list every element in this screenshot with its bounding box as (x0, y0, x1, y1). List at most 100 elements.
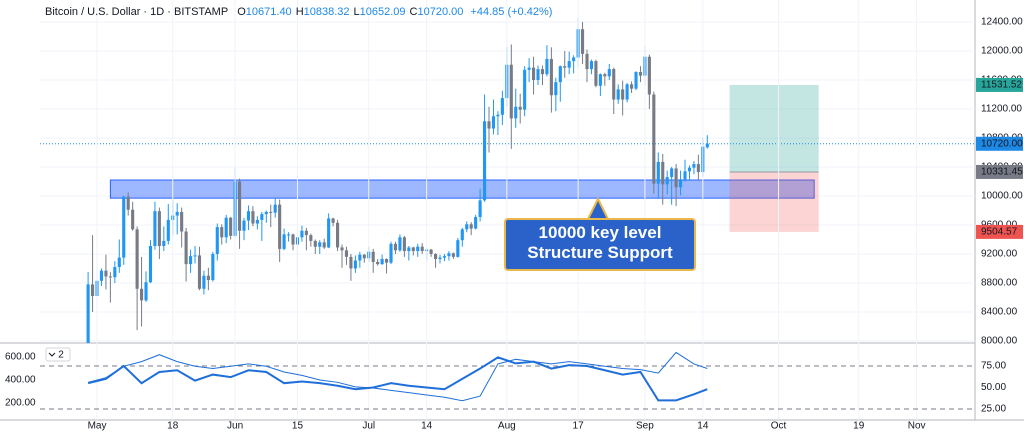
candle-body (572, 57, 576, 62)
candle-body (478, 200, 482, 217)
y-tick-label: 400.00 (5, 375, 36, 386)
candle-body (456, 240, 460, 257)
candle-body (442, 256, 447, 258)
x-tick-label: Jun (227, 421, 243, 432)
candle-body (705, 143, 709, 148)
y-tick-label: 200.00 (5, 398, 36, 409)
y2-tick-label: 75.00 (981, 361, 1006, 372)
candle-body (148, 245, 153, 283)
x-tick-label: Aug (498, 421, 516, 432)
candle-body (313, 240, 317, 247)
stop-area (729, 171, 819, 232)
candle-body (175, 211, 179, 216)
price-badge (976, 136, 1023, 151)
candle-body (117, 257, 121, 268)
candle-body (211, 253, 215, 281)
candle-body (99, 270, 104, 281)
candle-body (327, 218, 331, 248)
candle-body (567, 61, 571, 68)
candle-body (389, 243, 393, 263)
candle-body (465, 224, 469, 230)
candle-body (603, 74, 607, 77)
candle-body (500, 98, 504, 115)
candle-body (616, 89, 620, 100)
candle-body (625, 84, 629, 100)
y-tick-label: 8800.00 (981, 278, 1018, 289)
candle-body (514, 106, 518, 119)
ohlc-label: H (295, 6, 304, 18)
candle-body (607, 69, 611, 77)
candle-body (273, 204, 277, 213)
candle-body (483, 121, 487, 201)
candle-body (318, 242, 322, 247)
candle-body (104, 270, 108, 277)
candle-body (670, 168, 674, 178)
annotation: 10000 key level Structure Support (504, 218, 696, 271)
candle-body (398, 237, 402, 251)
candle-body (540, 69, 545, 75)
candle-body (420, 246, 424, 252)
price-badge (976, 77, 1023, 92)
candle-body (531, 67, 536, 80)
candle-body (202, 275, 206, 289)
candle-body (429, 249, 433, 254)
candle-body (144, 282, 148, 301)
candle-body (371, 251, 375, 262)
y-tick-bg (2, 374, 36, 387)
price-badge-label: 10720.00 (981, 138, 1023, 149)
candle-body (523, 69, 527, 110)
candle-body (113, 267, 117, 278)
candle-body (554, 82, 558, 96)
y-tick-label: 8400.00 (981, 307, 1018, 318)
x-tick-label: 15 (292, 421, 304, 432)
price-badge-label: 10331.45 (981, 167, 1023, 178)
candle-body (358, 254, 362, 261)
candle-body (255, 219, 259, 224)
y-tick-label: 600.00 (5, 352, 36, 363)
candle-body (696, 164, 700, 173)
candle-body (451, 253, 455, 257)
candle-body (434, 253, 438, 260)
candle-body (238, 181, 242, 231)
ohlc-value: 10720.00 (417, 6, 464, 18)
ohlc: O10671.40 H10838.32 L10652.09 C10720.00 (237, 6, 467, 18)
candle-body (260, 214, 264, 220)
x-tick-label: Jul (362, 421, 375, 432)
candle-body (122, 196, 126, 258)
candle-body (589, 61, 594, 70)
candle-body (193, 255, 197, 257)
candle-body (180, 211, 184, 232)
candle-body (447, 253, 451, 257)
change: +44.85 (+0.42%) (470, 6, 553, 18)
x-tick-label: May (88, 421, 107, 432)
candle-body (407, 247, 411, 252)
candle-body (674, 168, 678, 188)
main-pane (40, 17, 975, 343)
candle-body (474, 216, 478, 229)
indicator-line (87, 351, 708, 402)
candle-body (353, 260, 357, 269)
y-tick-label: 10000.00 (981, 191, 1023, 202)
candle-body (634, 71, 638, 89)
candle-body (549, 58, 553, 96)
candle-body (594, 61, 598, 86)
candle-body (344, 250, 349, 257)
candle-body (91, 284, 95, 297)
ohlc-value: 10652.09 (359, 6, 406, 18)
y-tick-label: 12000.00 (981, 46, 1023, 57)
candle-body (189, 256, 193, 265)
candle-body (246, 211, 251, 221)
candle-body (215, 227, 219, 254)
candle-body (206, 275, 210, 281)
candle-body (585, 53, 589, 70)
candle-body (518, 106, 522, 110)
ohlc-label: O (237, 6, 246, 18)
y-tick-label: 11200.00 (981, 104, 1022, 115)
candle-body (242, 220, 246, 231)
candle-body (683, 171, 687, 180)
candle-body (304, 230, 308, 236)
y-tick-label: 9200.00 (981, 249, 1018, 260)
candle-body (487, 121, 491, 129)
